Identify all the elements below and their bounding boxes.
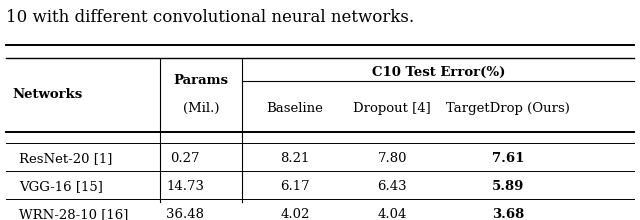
Text: Networks: Networks [13,88,83,101]
Text: TargetDrop (Ours): TargetDrop (Ours) [446,103,570,116]
Text: VGG-16 [15]: VGG-16 [15] [19,180,103,193]
Text: Dropout [4]: Dropout [4] [353,103,431,116]
Text: 6.43: 6.43 [378,180,407,193]
Text: 14.73: 14.73 [166,180,204,193]
Text: 3.68: 3.68 [492,208,524,220]
Text: 4.04: 4.04 [378,208,407,220]
Text: 4.02: 4.02 [280,208,310,220]
Text: 36.48: 36.48 [166,208,204,220]
Text: (Mil.): (Mil.) [182,103,219,116]
Text: ResNet-20 [1]: ResNet-20 [1] [19,152,112,165]
Text: Baseline: Baseline [266,103,323,116]
Text: 10 with different convolutional neural networks.: 10 with different convolutional neural n… [6,9,415,26]
Text: 0.27: 0.27 [170,152,200,165]
Text: C10 Test Error(%): C10 Test Error(%) [372,66,506,79]
Text: 6.17: 6.17 [280,180,310,193]
Text: 8.21: 8.21 [280,152,310,165]
Text: Params: Params [173,74,228,87]
Text: WRN-28-10 [16]: WRN-28-10 [16] [19,208,128,220]
Text: 7.80: 7.80 [378,152,407,165]
Text: 5.89: 5.89 [492,180,524,193]
Text: 7.61: 7.61 [492,152,524,165]
